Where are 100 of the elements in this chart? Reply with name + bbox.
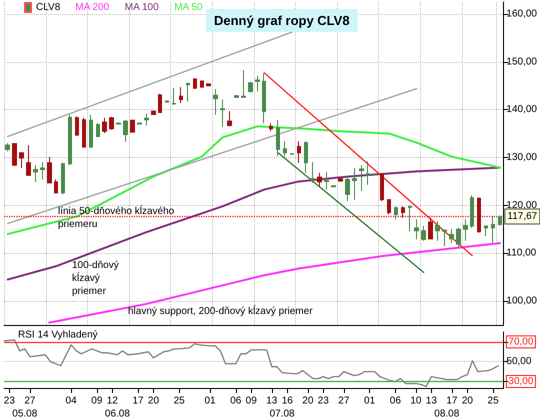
line-series	[6, 125, 501, 236]
candlestick	[130, 119, 135, 134]
candlestick	[401, 206, 405, 218]
candlestick	[26, 144, 31, 177]
candlestick	[19, 152, 24, 169]
candlestick	[366, 160, 370, 186]
candlestick	[54, 179, 58, 194]
candlestick	[421, 225, 426, 242]
candlestick	[345, 176, 350, 202]
x-tick-label: 10	[410, 396, 422, 406]
line-series	[4, 339, 499, 388]
x-tick-label: 09	[91, 396, 103, 406]
candlestick	[304, 140, 308, 174]
candlestick	[408, 205, 412, 232]
x2-tick-label: 08.08	[434, 408, 460, 419]
candlestick	[102, 117, 107, 134]
candlestick	[498, 214, 502, 226]
candlestick	[255, 75, 260, 92]
candlestick	[61, 162, 65, 195]
x-tick-label: 27	[24, 396, 36, 406]
candlestick	[165, 100, 169, 103]
candlestick	[477, 197, 481, 234]
candlestick	[324, 171, 329, 190]
candlestick	[33, 164, 38, 182]
candlestick	[491, 215, 495, 244]
x-tick-label: 06	[230, 396, 242, 406]
candlestick	[317, 172, 322, 187]
candlestick	[82, 117, 86, 148]
candlestick	[179, 86, 183, 104]
candlestick	[109, 116, 114, 130]
y-tick-label: 120,00	[506, 200, 538, 211]
candlestick	[297, 140, 301, 164]
x-tick-label: 01	[364, 396, 376, 406]
candlestick	[96, 122, 100, 138]
x2-tick-label: 05.08	[12, 408, 38, 419]
text: Denný graf ropy CLV8	[214, 13, 350, 28]
candlestick	[470, 194, 474, 228]
candlestick	[310, 162, 315, 184]
candlestick	[394, 206, 398, 220]
y-tick-label: 140,00	[506, 104, 538, 116]
candlestick	[283, 140, 287, 157]
candlestick	[449, 228, 454, 244]
candlestick	[200, 80, 204, 88]
candlestick	[428, 217, 433, 240]
x-tick-label: 20	[462, 396, 474, 406]
x-tick-label: 04	[66, 396, 78, 406]
x2-tick-label: 07.08	[270, 408, 296, 419]
candlestick	[435, 220, 440, 242]
chart-title: RSI 14 Vyhladený	[18, 330, 98, 340]
candlestick	[359, 164, 364, 192]
x-tick-label: 27	[338, 396, 350, 406]
x-tick-label: 13	[426, 396, 438, 406]
candlestick	[442, 228, 447, 247]
ref-line-label: 117,67	[507, 211, 538, 222]
candlestick	[151, 110, 156, 116]
y-tick-label: 150,00	[506, 56, 538, 68]
x2-tick-label: 06.08	[104, 408, 130, 419]
candlestick	[352, 168, 357, 200]
text: MA 100	[124, 2, 160, 13]
candlestick	[290, 152, 294, 156]
candlestick	[227, 110, 232, 127]
y-tick-label: 130,00	[506, 152, 538, 164]
x-tick-label: 12	[106, 396, 118, 406]
candlestick	[338, 178, 343, 182]
x-tick-label: 23	[318, 396, 330, 406]
y-tick-label: 50,00	[506, 356, 532, 368]
y-tick-label: 100,00	[506, 296, 538, 307]
candlestick	[276, 119, 280, 157]
annotation: hlavný support, 200-dňový kĺzavý priemer	[128, 304, 314, 317]
y-tick-label: 70,00	[508, 336, 534, 348]
x-tick-label: 13	[266, 396, 278, 406]
candlestick	[484, 224, 488, 236]
candlestick	[116, 122, 121, 125]
candlestick	[414, 218, 419, 240]
candlestick	[241, 70, 246, 99]
candlestick	[89, 114, 93, 148]
x-tick-label: 20	[302, 396, 314, 406]
x-tick-label: 20	[148, 396, 160, 406]
candlestick	[144, 112, 149, 126]
text: MA 200	[75, 2, 110, 13]
candlestick	[123, 120, 128, 142]
candlestick	[380, 172, 384, 202]
x-tick-label: 17	[132, 396, 144, 406]
candlestick	[213, 88, 218, 116]
candlestick	[75, 116, 79, 136]
candlestick	[47, 156, 52, 184]
text: MA 50	[174, 2, 203, 13]
candlestick	[68, 114, 72, 166]
line-series	[48, 242, 501, 324]
y-tick-label: 110,00	[506, 248, 537, 259]
x-tick-label: 01	[204, 396, 216, 406]
candlestick	[269, 123, 273, 132]
candlestick	[234, 94, 239, 99]
x-tick-label: 25	[488, 396, 500, 406]
candlestick	[137, 122, 142, 125]
candlestick	[5, 142, 10, 152]
y-tick-label: 160,00	[506, 8, 538, 20]
candlestick	[193, 78, 197, 90]
candlestick	[387, 198, 391, 215]
candlestick	[248, 81, 253, 93]
